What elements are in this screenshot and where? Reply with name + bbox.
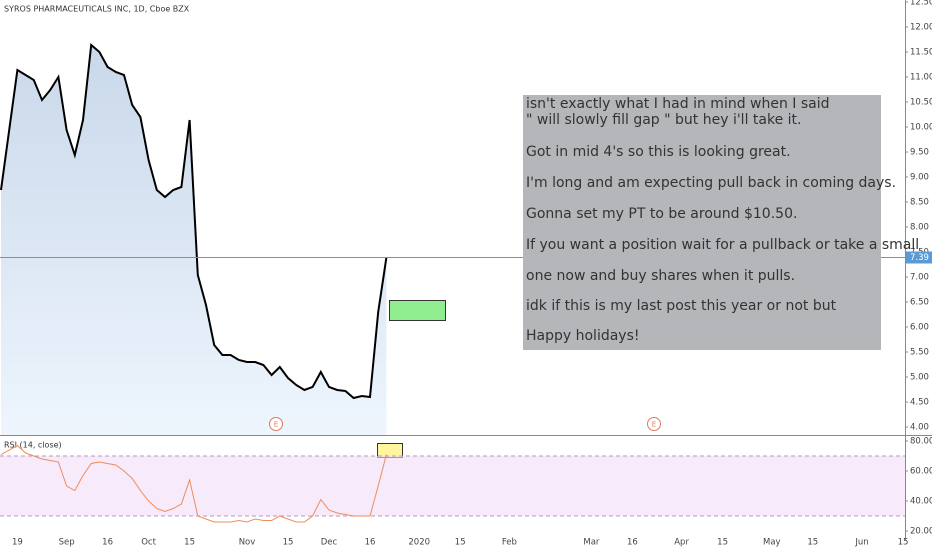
- last-price-tag: [906, 251, 932, 264]
- green-box: [389, 300, 446, 321]
- y-tick-label: 12.00: [910, 23, 932, 33]
- note-line: If you want a position wait for a pullba…: [526, 237, 919, 253]
- y-tick-label: 80.00: [910, 437, 932, 447]
- x-tick-label: 15: [455, 538, 466, 548]
- y-tick-label: 8.50: [910, 198, 929, 208]
- x-tick-label: Jun: [854, 538, 868, 548]
- rsi-band: [0, 456, 905, 517]
- earnings-marker: [647, 417, 661, 431]
- x-tick-label: 15: [898, 538, 909, 548]
- x-tick-label: 19: [12, 538, 23, 548]
- y-tick-label: 5.00: [910, 373, 929, 383]
- earnings-label: E: [274, 421, 278, 429]
- y-tick-label: 9.00: [910, 173, 929, 183]
- y-tick-label: 7.00: [910, 273, 929, 283]
- x-tick-label: Mar: [583, 538, 600, 548]
- note-line: Got in mid 4's so this is looking great.: [526, 144, 791, 160]
- y-tick-label: 60.00: [910, 467, 932, 477]
- earnings-label: E: [652, 421, 656, 429]
- x-tick-label: 15: [283, 538, 294, 548]
- x-tick-label: Sep: [59, 538, 75, 548]
- y-tick-label: 4.00: [910, 423, 929, 433]
- yellow-box: [377, 443, 403, 458]
- y-tick-label: 10.00: [910, 123, 932, 133]
- x-tick-label: 15: [184, 538, 195, 548]
- rsi-line: [0, 444, 387, 523]
- x-tick-label: 15: [717, 538, 728, 548]
- y-tick-label: 4.50: [910, 398, 929, 408]
- x-tick-label: Feb: [502, 538, 517, 548]
- note-line: idk if this is my last post this year or…: [526, 298, 837, 314]
- x-tick-label: Apr: [674, 538, 689, 548]
- note-line: isn't exactly what I had in mind when I …: [526, 96, 830, 112]
- x-tick-label: Nov: [239, 538, 256, 548]
- note-line: Gonna set my PT to be around $10.50.: [526, 206, 797, 222]
- y-tick-label: 5.50: [910, 348, 929, 358]
- note-line: Happy holidays!: [526, 328, 640, 344]
- y-tick-label: 20.00: [910, 527, 932, 537]
- y-tick-label: 9.50: [910, 148, 929, 158]
- x-tick-label: Oct: [141, 538, 156, 548]
- y-tick-label: 11.50: [910, 48, 932, 58]
- x-tick-label: 16: [102, 538, 113, 548]
- price-area: [1, 45, 387, 435]
- x-tick-label: May: [763, 538, 781, 548]
- x-tick-label: Dec: [321, 538, 338, 548]
- x-tick-label: 16: [627, 538, 638, 548]
- y-tick-label: 11.00: [910, 73, 932, 83]
- note-line: I'm long and am expecting pull back in c…: [526, 175, 896, 191]
- y-tick-label: 10.50: [910, 98, 932, 108]
- chart-title: SYROS PHARMACEUTICALS INC, 1D, Cboe BZX: [4, 5, 190, 14]
- y-tick-label: 40.00: [910, 497, 932, 507]
- x-tick-label: 15: [807, 538, 818, 548]
- y-tick-label: 12.50: [910, 0, 932, 8]
- note-line: " will slowly fill gap " but hey i'll ta…: [526, 112, 801, 128]
- last-price-label: 7.39: [910, 253, 929, 263]
- rsi-title: RSI (14, close): [4, 441, 62, 450]
- y-tick-label: 8.00: [910, 223, 929, 233]
- y-tick-label: 6.50: [910, 298, 929, 308]
- note-line: one now and buy shares when it pulls.: [526, 268, 795, 284]
- x-tick-label: 16: [365, 538, 376, 548]
- note-box: [523, 95, 881, 350]
- earnings-marker: [269, 417, 283, 431]
- y-tick-label: 6.00: [910, 323, 929, 333]
- x-tick-label: 2020: [408, 538, 430, 548]
- price-line: [0, 43, 388, 400]
